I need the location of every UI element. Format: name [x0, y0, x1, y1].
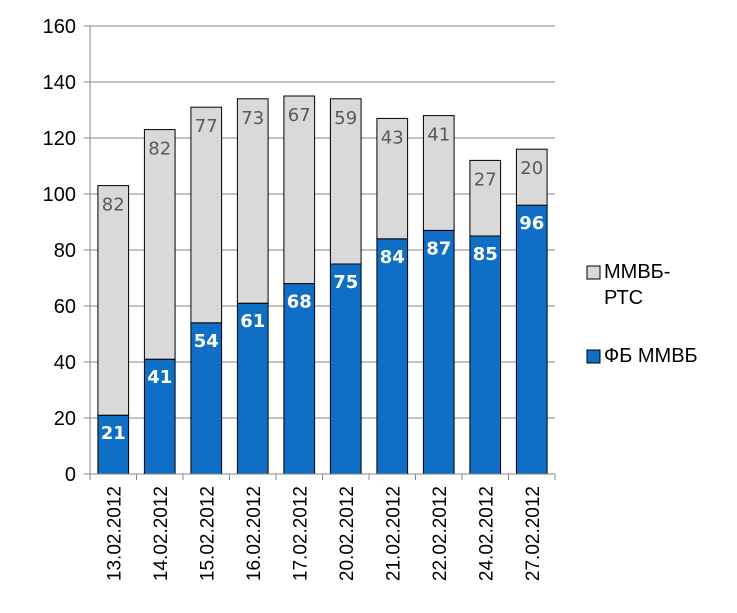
bar-segment — [283, 283, 316, 475]
y-tick-label: 120 — [43, 128, 76, 150]
bar-segment — [469, 235, 502, 475]
x-tick-label: 22.02.2012 — [430, 486, 451, 581]
data-label: 27 — [474, 169, 497, 190]
x-tick-label: 15.02.2012 — [197, 486, 218, 581]
data-label: 67 — [288, 105, 311, 126]
bar-segment — [236, 302, 269, 475]
data-label: 61 — [240, 311, 265, 332]
x-tick-label: 27.02.2012 — [523, 486, 544, 581]
bar-segment — [515, 148, 548, 206]
y-tick-label: 140 — [43, 72, 76, 94]
bar-segment — [376, 238, 409, 475]
x-tick-label: 21.02.2012 — [383, 486, 404, 581]
data-label: 54 — [194, 331, 219, 352]
x-tick-label: 24.02.2012 — [476, 486, 497, 581]
data-label: 85 — [473, 244, 498, 265]
x-tick-label: 20.02.2012 — [337, 486, 358, 581]
data-label: 59 — [334, 108, 357, 129]
bars: 21 82 41 82 54 77 61 73 68 67 75 59 84 43 87 41 85 27 96 20 — [97, 95, 548, 475]
bar-segment — [469, 159, 502, 237]
x-tick-label: 17.02.2012 — [290, 486, 311, 581]
data-label: 82 — [148, 139, 171, 160]
x-tick-label: 16.02.2012 — [244, 486, 265, 581]
x-tick-label: 13.02.2012 — [104, 486, 125, 581]
data-label: 84 — [380, 247, 405, 268]
data-label: 73 — [241, 108, 264, 129]
bar-segment — [283, 95, 316, 285]
bar-segment — [236, 98, 269, 304]
bar-segment — [329, 98, 362, 265]
data-label: 77 — [195, 116, 218, 137]
data-label: 68 — [287, 292, 312, 313]
y-tick-label: 20 — [54, 408, 76, 430]
bar-segment — [376, 117, 409, 240]
data-label: 87 — [426, 238, 451, 259]
bar-segment — [515, 204, 548, 475]
x-axis: 13.02.2012 14.02.2012 15.02.2012 16.02.2012… — [89, 473, 556, 581]
legend-label: ММВБ- — [604, 261, 670, 283]
legend: ММВБ- РТС ФБ ММВБ — [586, 261, 698, 367]
data-label: 75 — [333, 272, 358, 293]
data-label: 43 — [381, 127, 404, 148]
y-tick-label: 40 — [54, 352, 76, 374]
x-tick-label: 14.02.2012 — [151, 486, 172, 581]
bar-segment — [97, 185, 130, 416]
data-label: 96 — [519, 213, 544, 234]
bar-segment — [143, 129, 176, 360]
legend-label: ФБ ММВБ — [604, 345, 698, 367]
legend-swatch — [586, 349, 601, 364]
bar-segment — [143, 358, 176, 475]
y-tick-label: 0 — [65, 464, 76, 486]
data-label: 21 — [101, 423, 126, 444]
bar-segment — [422, 229, 455, 475]
legend-label: РТС — [604, 287, 643, 309]
legend-swatch — [586, 265, 601, 280]
y-tick-label: 60 — [54, 296, 76, 318]
bar-segment — [190, 322, 223, 475]
data-label: 41 — [427, 125, 450, 146]
data-label: 82 — [102, 195, 125, 216]
data-label: 41 — [147, 367, 172, 388]
bar-segment — [190, 106, 223, 324]
data-label: 20 — [520, 158, 543, 179]
y-tick-label: 160 — [43, 16, 76, 38]
y-axis: 0 20 40 60 80 100 120 140 160 — [43, 16, 91, 486]
bar-segment — [422, 115, 455, 231]
bar-segment — [329, 263, 362, 475]
y-tick-label: 80 — [54, 240, 76, 262]
y-tick-label: 100 — [43, 184, 76, 206]
